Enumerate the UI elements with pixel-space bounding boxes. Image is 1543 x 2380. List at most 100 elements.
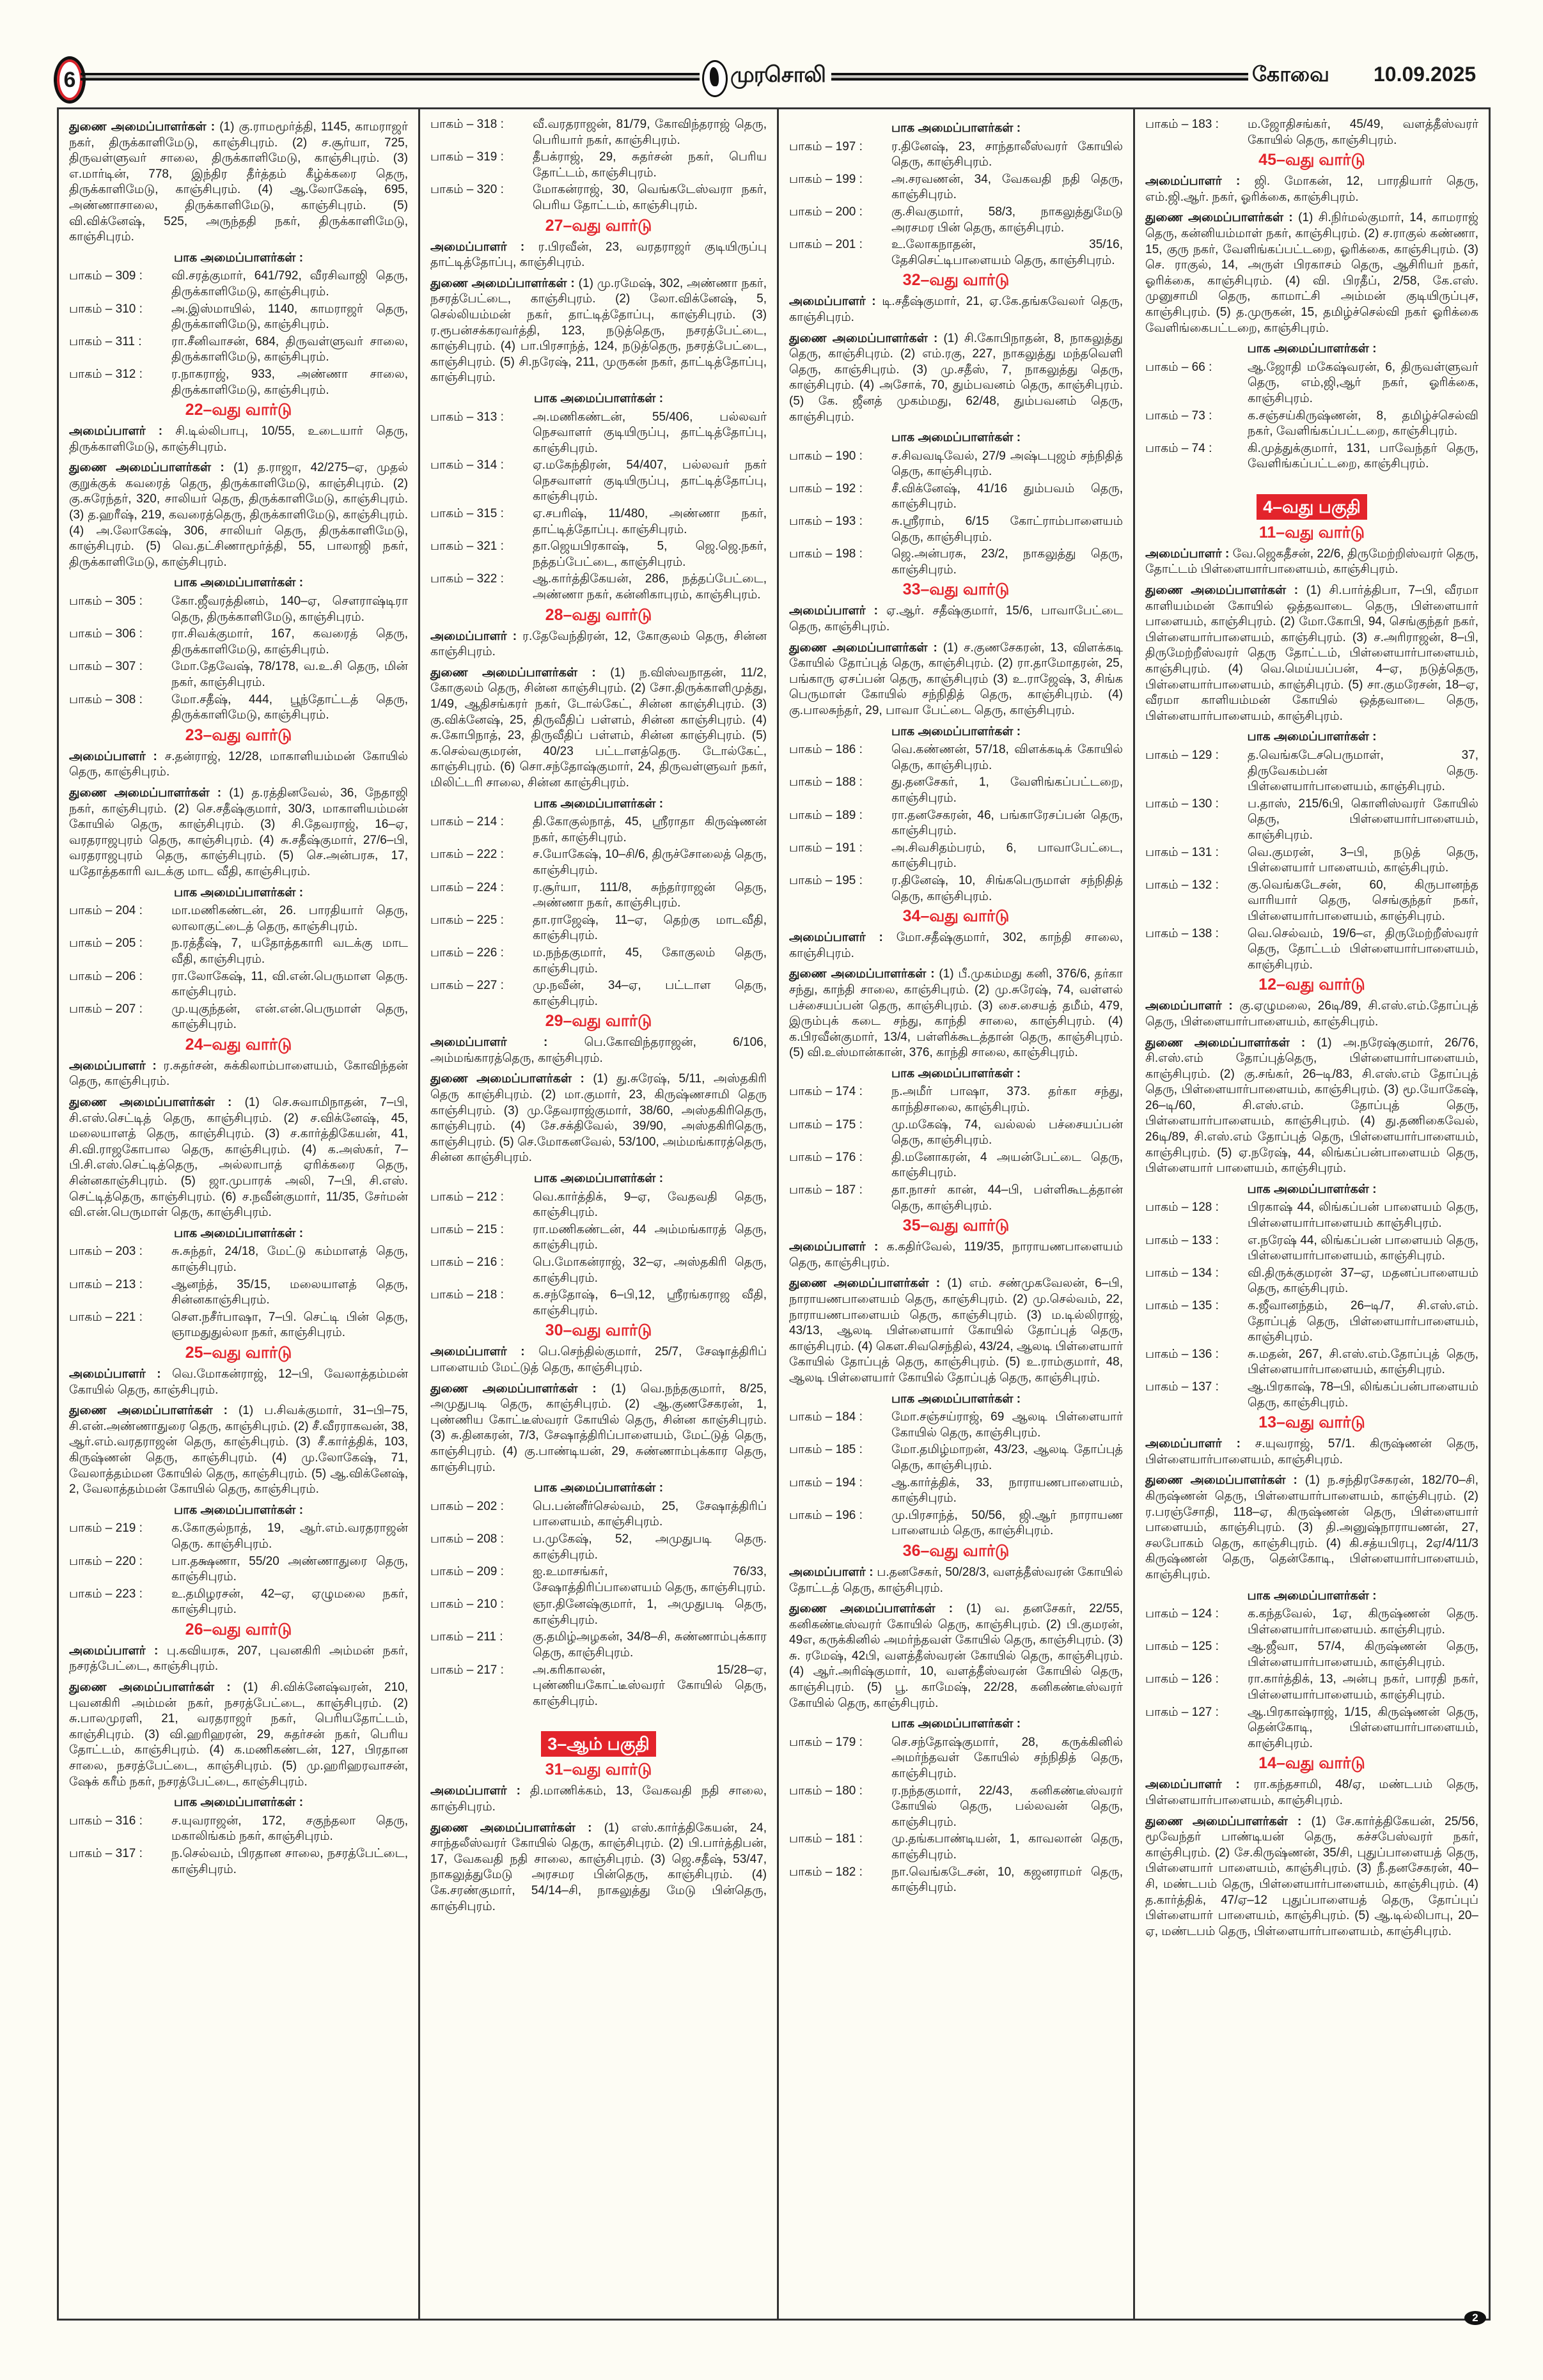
booth-separator: : (1215, 845, 1219, 859)
booth-organizer-details: செ.சந்தோஷ்குமார், 28, கருக்கினில் அமர்ந்… (891, 1735, 1123, 1781)
booth-organizer-details: மோ.தேவேஷ், 78/178, வ.உ.சி தெரு, மின் நகர… (171, 660, 408, 689)
booth-organizer-details: ஆ.பிரகாஷ், 78–பி, லிங்கப்பன்பாளையம் தெரு… (1248, 1380, 1478, 1410)
ward-organizer: அமைப்பாளர் : தி.மாணிக்கம், 13, வேகவதி நத… (430, 1784, 767, 1815)
booth-number: 322 (476, 572, 497, 586)
booth-label: பாகம் – 133 : (1145, 1233, 1248, 1264)
booth-organizer-details: க.சஞ்சய்கிருஷ்ணன், 8, தமிழ்ச்செல்வி நகர்… (1248, 408, 1478, 439)
booth-label: பாகம் – 66 : (1145, 360, 1248, 407)
booth-number: 315 (476, 507, 497, 521)
booth-label: பாகம் – 218 : (430, 1287, 533, 1319)
ward-organizer: அமைப்பாளர் : ஏ.ஆர். சதீஷ்குமார், 15/6, ப… (789, 603, 1123, 635)
booth-number: 180 (835, 1784, 856, 1798)
ward-heading: 35–வது வார்டு (902, 1217, 1010, 1235)
role-label: துணை அமைப்பாளர்கள் : (1145, 1814, 1302, 1828)
booth-label: பாகம் – 198 : (789, 547, 891, 578)
booth-label: பாகம் – 317 : (69, 1846, 171, 1878)
booth-prefix: பாகம் – (430, 410, 474, 424)
booth-organizer-row: பாகம் – 314 : ஏ.மகேந்திரன், 54/407, பல்லவ… (430, 458, 767, 505)
booth-organizer-row: பாகம் – 316 : ச.யுவராஜன், 172, சகுந்தலா த… (69, 1814, 408, 1845)
booth-number: 221 (115, 1310, 136, 1324)
booth-separator: : (139, 1554, 143, 1568)
organizer-details: (1) த.ரத்தினவேல், 36, நேதாஜி நகர், காஞ்ச… (69, 786, 408, 878)
booth-separator: : (500, 118, 504, 131)
booth-number: 126 (1191, 1672, 1212, 1686)
booth-organizer-details: சு.மதன், 267, சி.எஸ்.எம்.தோப்புத் தெரு, … (1248, 1347, 1478, 1377)
booth-label: பாகம் – 203 : (69, 1244, 171, 1275)
booth-organizer-details: அ.சிவசிதம்பரம், 6, பாவாபேட்டை, காஞ்சிபுர… (891, 841, 1123, 871)
booth-prefix: பாகம் – (1145, 1705, 1189, 1719)
organizer-details: (1) த.ராஜா, 42/275–ஏ, முதல் குறுக்குக் க… (69, 461, 409, 569)
booth-number: 130 (1191, 797, 1212, 811)
booth-organizer-row: பாகம் – 215 : ரா.மணிகண்டன், 44 அம்மங்காரத… (430, 1222, 767, 1254)
booth-organizer-details: ர.நந்தகுமார், 22/43, கனிகண்டீஸ்வரர் கோயி… (891, 1784, 1123, 1829)
booth-organizer-details: மா.மணிகண்டன், 26. பாரதியார் தெரு, லாலாகு… (171, 904, 408, 933)
role-label: துணை அமைப்பாளர்கள் : (789, 967, 935, 981)
booth-label: பாகம் – 313 : (430, 410, 533, 457)
booth-separator: : (1209, 408, 1212, 423)
booth-organizer-row: பாகம் – 201 : உ.லோகநாதன், 35/16, தேசிசெட்… (789, 237, 1123, 268)
booth-label: பாகம் – 204 : (69, 903, 171, 935)
role-label: துணை அமைப்பாளர்கள் : (69, 1404, 228, 1418)
deputy-organizers: துணை அமைப்பாளர்கள் : (1) ந.விஸ்வநாதன், 1… (430, 665, 767, 791)
booth-separator: : (859, 1865, 863, 1879)
role-label: அமைப்பாளர் : (789, 604, 878, 618)
booth-organizer-row: பாகம் – 212 : வெ.கார்த்திக், 9–ஏ, வேதவதி … (430, 1190, 767, 1221)
booth-prefix: பாகம் – (430, 150, 474, 164)
booth-prefix: பாகம் – (789, 1865, 833, 1879)
ward-heading: 29–வது வார்டு (545, 1012, 652, 1031)
booth-separator: : (500, 572, 504, 586)
booth-organizer-row: பாகம் – 137 : ஆ.பிரகாஷ், 78–பி, லிங்கப்பன… (1145, 1380, 1478, 1411)
booth-organizer-row: பாகம் – 217 : அ.கரிகாலன், 15/28–ஏ, புண்ணி… (430, 1663, 767, 1710)
booth-organizers-heading: பாக அமைப்பாளர்கள் : (891, 1717, 1021, 1731)
ward-heading: 27–வது வார்டு (545, 216, 652, 235)
booth-organizer-details: கி.முத்துக்குமார், 131, பாவேந்தர் தெரு, … (1248, 441, 1478, 471)
booth-organizer-row: பாகம் – 181 : மு.தங்கபாண்டியன், 1, காவலான… (789, 1832, 1123, 1863)
booth-organizer-details: சௌ.நசீர்பாஷா, 7–பி. செட்டி பின் தெரு, ஞா… (171, 1310, 408, 1340)
booth-label: பாகம் – 126 : (1145, 1672, 1248, 1703)
organizer-details: பு.கவியரசு, 207, புவனகிரி அம்மன் நகர், ந… (69, 1644, 409, 1674)
deputy-organizers: துணை அமைப்பாளர்கள் : (1) வெ.நந்தகுமார், … (430, 1381, 767, 1476)
organizer-details: ச.யுவராஜ், 57/1. கிருஷ்ணன் தெரு, பிள்ளைய… (1145, 1437, 1478, 1466)
booth-label: பாகம் – 222 : (430, 847, 533, 878)
booth-organizer-row: பாகம் – 132 : கு.வெங்கடேசன், 60, கிருபானந… (1145, 878, 1478, 925)
booth-organizer-row: பாகம் – 305 : கோ.ஜீவரத்தினம், 140–ஏ, சௌரா… (69, 594, 408, 625)
deputy-organizers: துணை அமைப்பாளர்கள் : (1) செ.சுவாமிநாதன்,… (69, 1095, 408, 1221)
booth-prefix: பாகம் – (69, 660, 113, 674)
booth-separator: : (859, 1832, 863, 1846)
booth-separator: : (139, 1521, 143, 1536)
booth-separator: : (139, 302, 143, 316)
organizer-details: ர.சுதர்சன், சுக்கிலாம்பாளையம், கோவிந்தன்… (69, 1059, 409, 1089)
booth-number: 135 (1191, 1299, 1212, 1312)
booth-organizer-row: பாகம் – 211 : கு.தமிழ்அழகன், 34/8–சி, சுண… (430, 1629, 767, 1661)
booth-separator: : (1215, 926, 1219, 940)
booth-label: பாகம் – 137 : (1145, 1380, 1248, 1411)
ward-heading: 45–வது வார்டு (1258, 151, 1365, 169)
organizer-details: வே.ஜெகதீசன், 22/6, திருமேற்றிஸ்வரர் தெரு… (1145, 547, 1478, 577)
booth-separator: : (859, 547, 863, 561)
deputy-organizers: துணை அமைப்பாளர்கள் : (1) த.ராஜா, 42/275–… (69, 460, 408, 570)
booth-number: 183 (1191, 118, 1212, 131)
booth-organizer-row: பாகம் – 182 : நா.வெங்கடேசன், 10, கஜனராமர்… (789, 1865, 1123, 1896)
booth-number: 199 (835, 172, 856, 186)
booth-label: பாகம் – 314 : (430, 458, 533, 505)
booth-prefix: பாகம் – (430, 1499, 474, 1513)
booth-label: பாகம் – 181 : (789, 1832, 891, 1863)
booth-label: பாகம் – 183 : (1145, 117, 1248, 148)
booth-separator: : (859, 841, 863, 855)
ward-organizer: அமைப்பாளர் : டி.சதீஷ்குமார், 21, ஏ.கே.தங… (789, 294, 1123, 325)
booth-separator: : (500, 183, 504, 197)
booth-organizer-details: ந.ரத்தீஷ், 7, யதோத்தகாரி வடக்கு மாட வீதி… (171, 937, 408, 966)
ward-organizer: அமைப்பாளர் : ப.தனசேகர், 50/28/3, வளத்தீஸ… (789, 1565, 1123, 1596)
booth-organizer-row: பாகம் – 317 : ந.செல்வம், பிரதான சாலை, நசர… (69, 1846, 408, 1878)
booth-organizer-details: நா.வெங்கடேசன், 10, கஜனராமர் தெரு, காஞ்சி… (891, 1865, 1123, 1895)
page-number-badge: 6 (54, 56, 86, 104)
ward-heading: 30–வது வார்டு (545, 1321, 652, 1340)
booth-organizer-row: பாகம் – 192 : சீ.விக்னேஷ், 41/16 தும்பவம்… (789, 481, 1123, 513)
continued-page-badge: 2 (1464, 2311, 1486, 2325)
booth-separator: : (139, 1277, 143, 1291)
booth-organizer-details: ஆனந்த், 35/15, மலையாளத் தெரு, சின்னகாஞ்ச… (171, 1277, 408, 1307)
booth-number: 205 (115, 937, 136, 951)
booth-prefix: பாகம் – (1145, 360, 1189, 374)
booth-prefix: பாகம் – (1145, 1266, 1189, 1280)
booth-organizer-details: வி.திருக்குமரன் 37–ஏ, மதனப்பாளையம் தெரு,… (1248, 1266, 1478, 1296)
